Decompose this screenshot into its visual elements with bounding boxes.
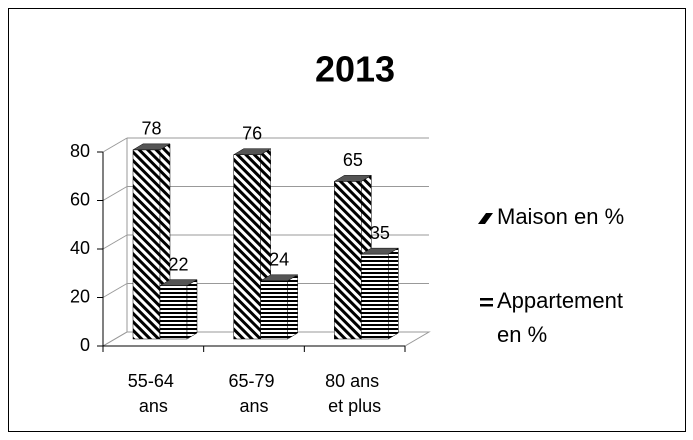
bar-front	[334, 181, 362, 340]
legend-marker	[478, 213, 493, 224]
bar	[159, 279, 198, 340]
bar-top	[159, 279, 198, 286]
x-tick-label: 65-79 ans	[228, 371, 279, 416]
value-label: 65	[343, 150, 363, 170]
bar-side	[287, 274, 298, 340]
legend-label: Maison en %	[497, 204, 624, 229]
bar-front	[361, 253, 389, 340]
y-tick-label: 80	[70, 141, 90, 161]
legend-marker	[480, 304, 493, 307]
grid-line-side	[102, 331, 128, 347]
grid-line-side	[102, 186, 128, 201]
bar-front	[260, 280, 288, 340]
bar-top	[232, 148, 272, 155]
y-tick-label: 20	[70, 286, 90, 306]
bar	[259, 274, 299, 340]
value-label: 35	[370, 223, 390, 243]
x-tick-label: 55-64 ans	[128, 371, 179, 416]
bar-top	[259, 274, 299, 282]
value-label: 24	[269, 250, 289, 270]
legend-label: Appartement en %	[497, 288, 629, 347]
bar-top	[360, 247, 400, 255]
y-tick-label: 0	[80, 335, 90, 355]
bar-front	[132, 149, 161, 340]
y-tick-label: 60	[70, 189, 90, 209]
x-tick-label: 80 ans et plus	[325, 371, 384, 416]
bar-front	[233, 154, 261, 340]
grid-line-side	[102, 234, 128, 250]
value-label: 22	[168, 254, 188, 274]
bar-side	[388, 247, 399, 340]
grid-line-side	[102, 137, 128, 153]
y-tick-label: 40	[70, 238, 90, 258]
value-label: 76	[242, 123, 262, 143]
value-label: 78	[141, 119, 161, 139]
grid-line-side	[102, 283, 128, 298]
bar	[360, 247, 400, 340]
bar-front	[159, 285, 188, 340]
chart-title: 2013	[315, 49, 395, 90]
bar-top	[333, 175, 373, 182]
legend-marker	[480, 298, 493, 301]
bar	[232, 148, 272, 340]
bar-top	[132, 143, 171, 151]
bar-side	[186, 279, 198, 340]
